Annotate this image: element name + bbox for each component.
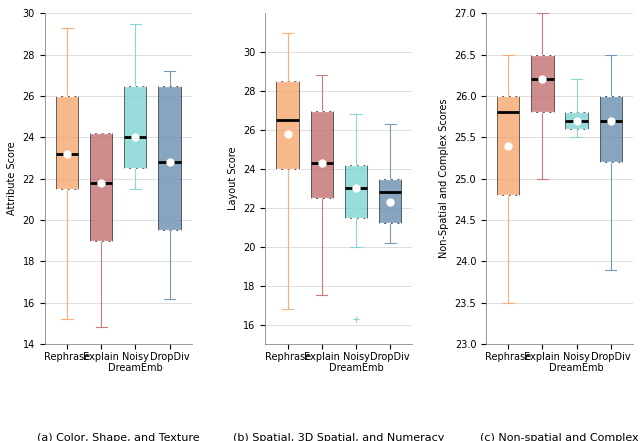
PathPatch shape (310, 111, 333, 198)
PathPatch shape (600, 96, 622, 162)
PathPatch shape (379, 179, 401, 223)
Title: (c) Non-spatial and Complex: (c) Non-spatial and Complex (480, 434, 639, 441)
Title: (a) Color, Shape, and Texture: (a) Color, Shape, and Texture (37, 434, 200, 441)
Y-axis label: Layout Score: Layout Score (228, 147, 237, 210)
Title: (b) Spatial, 3D Spatial, and Numeracy: (b) Spatial, 3D Spatial, and Numeracy (233, 434, 445, 441)
Y-axis label: Attribute Score: Attribute Score (7, 142, 17, 215)
PathPatch shape (56, 96, 78, 189)
PathPatch shape (124, 86, 147, 168)
PathPatch shape (90, 133, 112, 241)
Y-axis label: Non-Spatial and Complex Scores: Non-Spatial and Complex Scores (439, 99, 449, 258)
PathPatch shape (566, 112, 588, 129)
PathPatch shape (345, 165, 367, 217)
PathPatch shape (276, 81, 299, 169)
PathPatch shape (159, 86, 180, 230)
PathPatch shape (531, 55, 554, 112)
PathPatch shape (497, 96, 519, 195)
